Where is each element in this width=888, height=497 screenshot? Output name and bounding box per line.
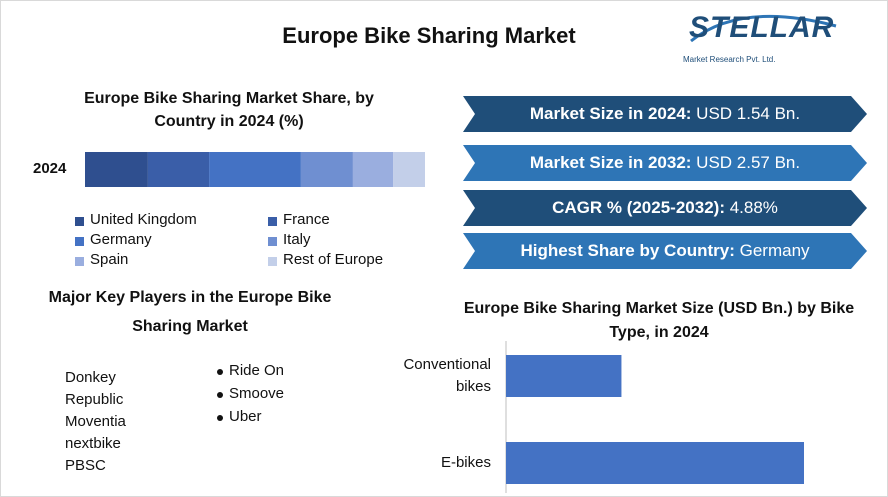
player-name: Ride On — [229, 362, 285, 379]
info-value: 4.88% — [729, 198, 778, 217]
info-value: USD 1.54 Bn. — [696, 104, 801, 123]
legend-swatch — [75, 217, 84, 226]
logo-swoosh — [690, 14, 837, 43]
legend-label: Spain — [90, 251, 129, 268]
bullet — [217, 415, 223, 421]
bar — [506, 442, 804, 484]
legend-label: Italy — [283, 231, 311, 248]
legend-swatch — [75, 257, 84, 266]
info-label: Highest Share by Country: — [520, 241, 735, 260]
main-title: Europe Bike Sharing Market — [282, 23, 576, 48]
info-banner — [463, 96, 867, 132]
section-title: Major Key Players in the Europe Bike Sha… — [48, 289, 332, 335]
info-banner — [463, 145, 867, 181]
player-name: Uber — [229, 408, 262, 425]
bar-segment — [209, 152, 301, 187]
legend-swatch — [268, 257, 277, 266]
info-label: Market Size in 2032: — [529, 153, 692, 172]
player-name: nextbike — [65, 435, 121, 452]
bar-segment — [300, 152, 353, 187]
bar — [506, 355, 622, 397]
info-label: CAGR % (2025-2032): — [552, 198, 725, 217]
info-text: Market Size in 2024: USD 1.54 Bn. — [463, 96, 867, 132]
info-banner — [463, 233, 867, 269]
info-text: Highest Share by Country: Germany — [463, 233, 867, 269]
bar-segment — [85, 152, 148, 187]
info-text: CAGR % (2025-2032): 4.88% — [463, 190, 867, 226]
legend-label: Germany — [90, 231, 152, 248]
legend-swatch — [268, 217, 277, 226]
player-name: Smoove — [229, 385, 285, 402]
info-value: USD 2.57 Bn. — [696, 153, 801, 172]
category-label: 2024 — [33, 160, 67, 177]
legend-swatch — [75, 237, 84, 246]
info-label: Market Size in 2024: — [529, 104, 692, 123]
legend-label: United Kingdom — [90, 211, 197, 228]
legend-swatch — [268, 237, 277, 246]
logo-name: STELLAR — [689, 11, 835, 44]
category-label: Conventional bikes — [403, 356, 491, 395]
chart-title: Europe Bike Sharing Market Size (USD Bn.… — [463, 300, 855, 341]
category-label: E-bikes — [440, 454, 491, 471]
legend-label: Rest of Europe — [283, 251, 384, 268]
player-name: Donkey Republic — [65, 369, 124, 408]
bar-segment — [393, 152, 425, 187]
player-name: Moventia — [65, 413, 126, 430]
bar-segment — [147, 152, 210, 187]
logo-tagline: Market Research Pvt. Ltd. — [683, 55, 776, 64]
info-banner — [463, 190, 867, 226]
chart-title: Europe Bike Sharing Market Share, by Cou… — [84, 90, 374, 130]
info-text: Market Size in 2032: USD 2.57 Bn. — [463, 145, 867, 181]
bar-segment — [352, 152, 394, 187]
bullet — [217, 369, 223, 375]
bullet — [217, 392, 223, 398]
legend-label: France — [283, 211, 330, 228]
info-value: Germany — [739, 241, 810, 260]
player-name: PBSC — [65, 457, 106, 474]
